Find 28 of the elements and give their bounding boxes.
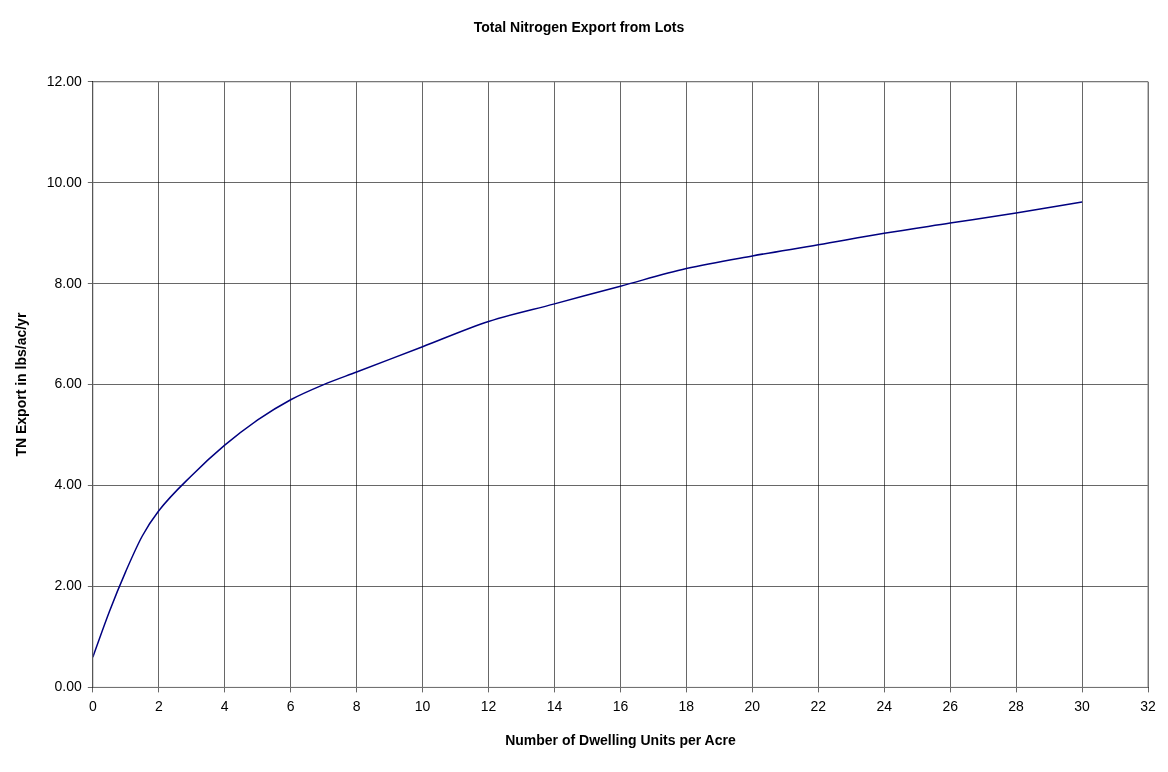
- y-tick-label: 12.00: [46, 72, 83, 89]
- x-tick-label: 20: [744, 697, 761, 714]
- x-tick-label: 8: [352, 697, 361, 714]
- line-series: [92, 201, 1083, 658]
- x-tick-label: 26: [942, 697, 959, 714]
- y-tick-label: 4.00: [54, 476, 83, 493]
- x-tick-label: 10: [414, 697, 431, 714]
- y-tick-label: 8.00: [54, 274, 83, 291]
- x-axis-title: Number of Dwelling Units per Acre: [505, 732, 736, 749]
- x-tick-label: 24: [876, 697, 893, 714]
- x-tick-label: 30: [1074, 697, 1091, 714]
- x-tick-label: 22: [810, 697, 827, 714]
- y-axis-title: TN Export in lbs/ac/yr: [13, 312, 30, 457]
- x-tick-label: 12: [480, 697, 497, 714]
- x-tick-label: 0: [88, 697, 97, 714]
- y-tick-label: 6.00: [54, 375, 83, 392]
- y-tick-label: 0.00: [54, 678, 83, 695]
- x-tick-label: 6: [286, 697, 295, 714]
- y-tick-label: 2.00: [54, 577, 83, 594]
- y-tick-label: 10.00: [46, 173, 83, 190]
- x-tick-label: 2: [154, 697, 163, 714]
- x-tick-label: 4: [220, 697, 229, 714]
- x-tick-label: 18: [678, 697, 695, 714]
- x-tick-label: 14: [546, 697, 563, 714]
- chart-title: Total Nitrogen Export from Lots: [473, 19, 685, 36]
- x-tick-label: 32: [1140, 697, 1156, 714]
- x-tick-label: 28: [1008, 697, 1025, 714]
- x-tick-label: 16: [612, 697, 629, 714]
